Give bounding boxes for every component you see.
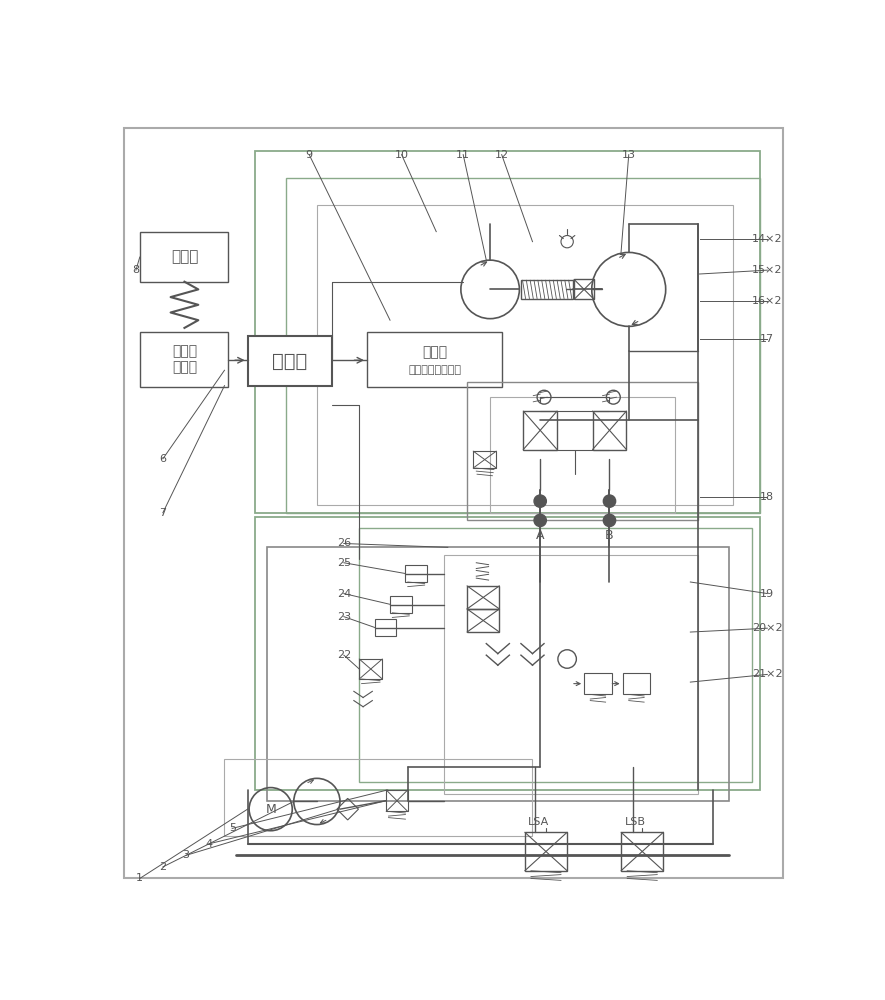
- Text: 5: 5: [228, 823, 235, 833]
- Text: 7: 7: [159, 508, 166, 518]
- Text: LSA: LSA: [528, 817, 550, 827]
- Circle shape: [604, 514, 616, 527]
- Text: 遥控器
接收端: 遥控器 接收端: [172, 344, 197, 375]
- Text: 18: 18: [760, 492, 774, 502]
- Text: 13: 13: [622, 150, 635, 160]
- Text: 遥控器: 遥控器: [171, 250, 198, 265]
- Text: 22: 22: [336, 650, 351, 660]
- Text: （带触摸屏输入）: （带触摸屏输入）: [408, 365, 461, 375]
- Text: 4: 4: [205, 839, 212, 849]
- Text: 10: 10: [395, 150, 409, 160]
- Bar: [359, 659, 382, 679]
- Circle shape: [534, 514, 546, 527]
- Bar: [405, 565, 427, 582]
- Text: 控制器: 控制器: [273, 352, 308, 371]
- Bar: [255, 151, 759, 513]
- Text: 24: 24: [336, 589, 351, 599]
- Text: 12: 12: [495, 150, 509, 160]
- Text: 16×2: 16×2: [752, 296, 782, 306]
- Text: 19: 19: [760, 589, 774, 599]
- Bar: [367, 332, 502, 387]
- Text: LSB: LSB: [625, 817, 645, 827]
- Text: 23: 23: [337, 612, 350, 622]
- Text: 2: 2: [159, 862, 166, 872]
- Bar: [584, 673, 612, 694]
- Text: 8: 8: [133, 265, 140, 275]
- Text: A: A: [536, 529, 544, 542]
- Bar: [255, 517, 759, 790]
- Text: 25: 25: [337, 558, 350, 568]
- Bar: [593, 411, 627, 450]
- Circle shape: [604, 495, 616, 507]
- Text: 6: 6: [159, 454, 166, 464]
- Text: 20×2: 20×2: [752, 623, 782, 633]
- Bar: [574, 279, 594, 299]
- Text: 11: 11: [456, 150, 470, 160]
- Bar: [621, 832, 664, 871]
- Text: 9: 9: [305, 150, 312, 160]
- Text: 17: 17: [760, 334, 774, 344]
- Text: 15×2: 15×2: [752, 265, 782, 275]
- Bar: [386, 790, 408, 811]
- Bar: [622, 673, 650, 694]
- Bar: [317, 205, 733, 505]
- Bar: [248, 336, 332, 386]
- Bar: [444, 555, 698, 794]
- Text: M: M: [266, 803, 276, 816]
- Circle shape: [534, 495, 546, 507]
- Bar: [140, 232, 228, 282]
- Bar: [390, 596, 412, 613]
- Bar: [490, 397, 675, 513]
- Text: 3: 3: [182, 850, 189, 860]
- Bar: [473, 451, 496, 468]
- Text: 显示器: 显示器: [422, 346, 447, 360]
- Bar: [267, 547, 729, 801]
- Bar: [140, 332, 228, 387]
- Text: 14×2: 14×2: [752, 234, 782, 244]
- Text: 1: 1: [136, 873, 143, 883]
- Text: 21×2: 21×2: [752, 669, 782, 679]
- Text: 26: 26: [337, 538, 350, 548]
- Bar: [286, 178, 759, 513]
- Bar: [523, 411, 558, 450]
- Bar: [225, 759, 533, 836]
- Bar: [467, 609, 499, 632]
- Bar: [374, 619, 396, 636]
- Bar: [467, 586, 499, 609]
- Bar: [521, 280, 573, 299]
- Text: B: B: [605, 529, 614, 542]
- Bar: [467, 382, 698, 520]
- Bar: [359, 528, 752, 782]
- Bar: [525, 832, 567, 871]
